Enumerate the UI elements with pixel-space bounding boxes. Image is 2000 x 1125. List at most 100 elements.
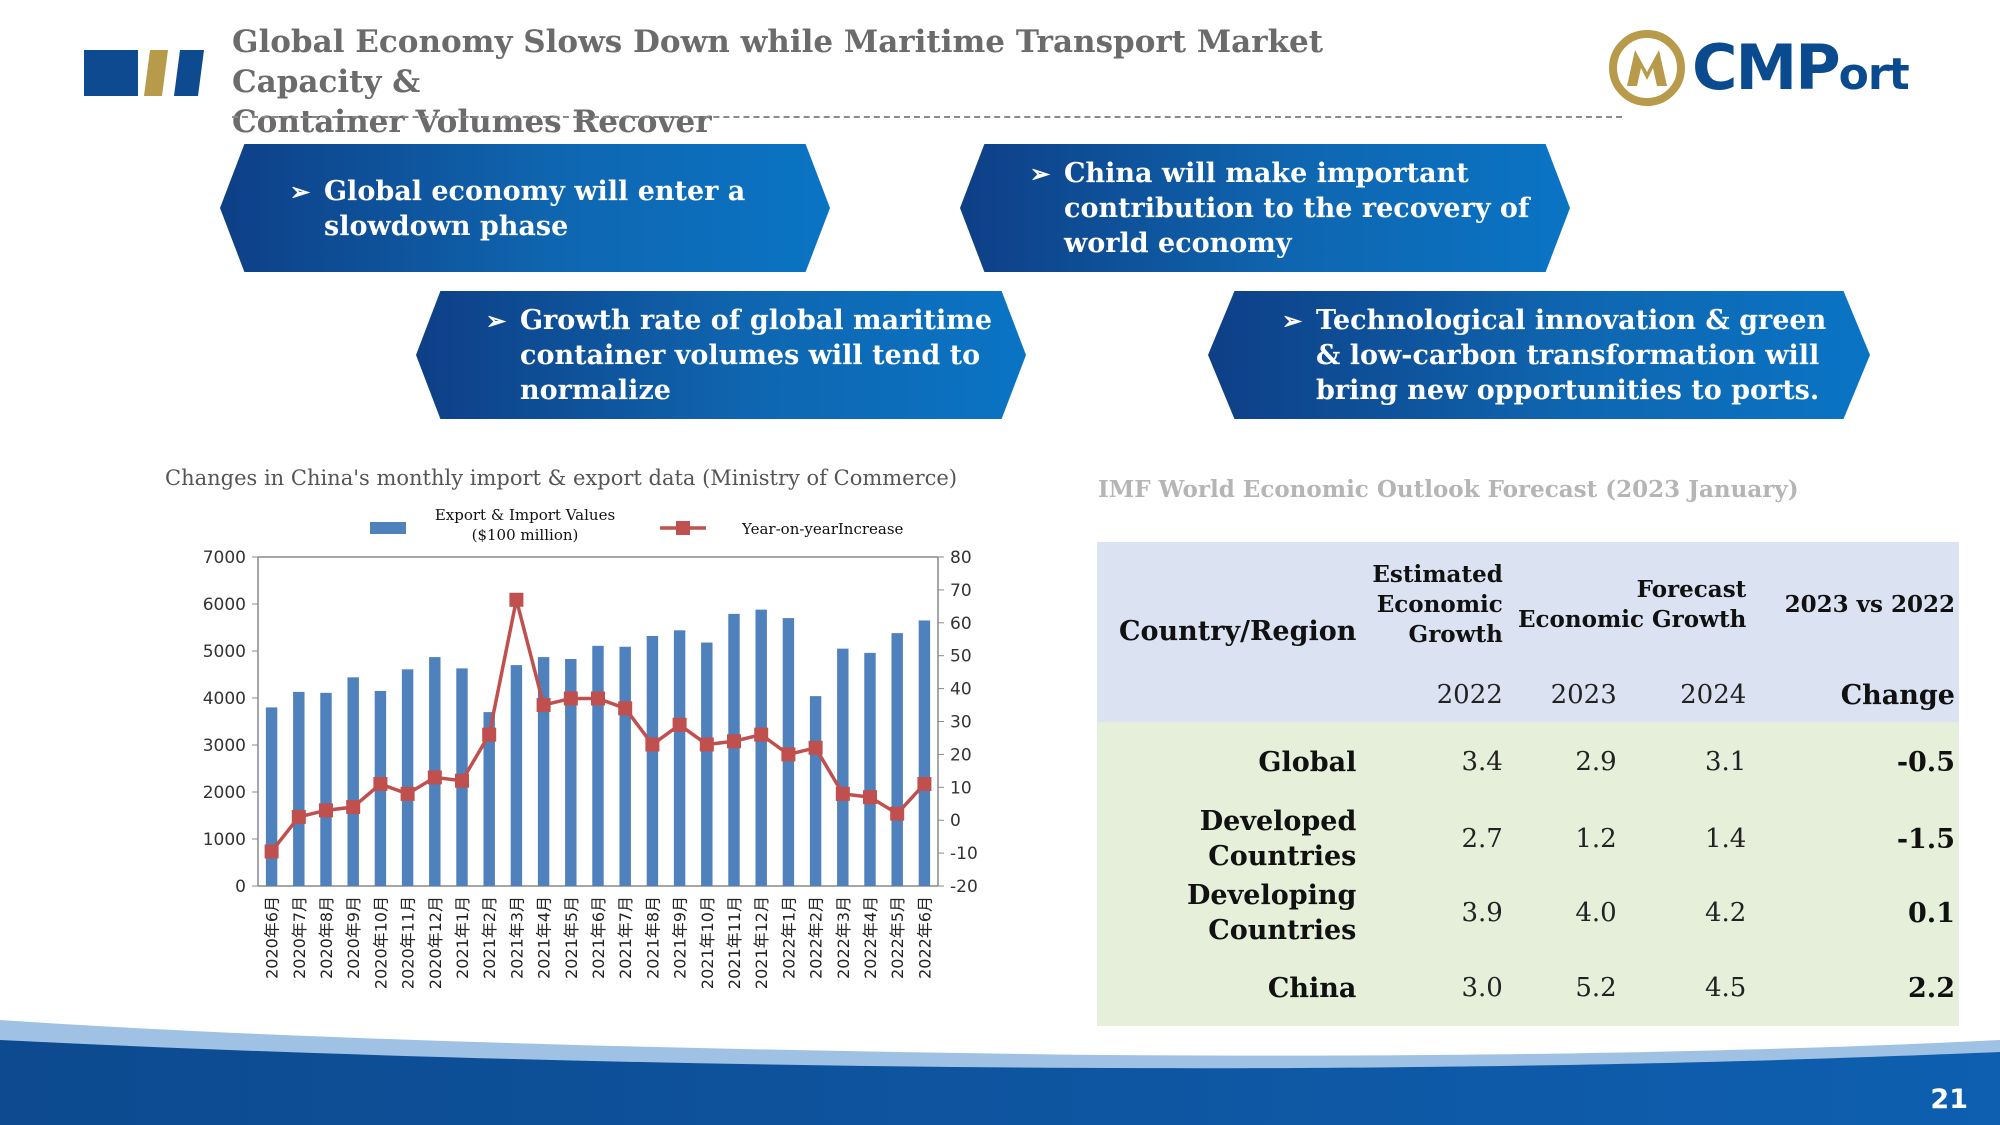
- cell-change: 2.2: [1908, 972, 1955, 1004]
- yoy-point: [373, 777, 388, 792]
- section-mark-icon: [84, 50, 204, 96]
- x-tick-label: 2021年8月: [643, 896, 662, 979]
- banner-container-volumes: ➢ Growth rate of global maritime contain…: [416, 291, 1026, 419]
- banner-global-economy: ➢ Global economy will enter a slowdown p…: [220, 144, 830, 272]
- y-left-tick-label: 0: [235, 877, 246, 897]
- x-tick-label: 2020年7月: [290, 896, 309, 979]
- y-right-tick-label: 20: [950, 745, 972, 765]
- x-tick-label: 2021年12月: [752, 896, 771, 989]
- cell-2023: 5.2: [1575, 973, 1617, 1003]
- cell-2023: 1.2: [1575, 824, 1617, 854]
- x-tick-label: 2021年9月: [671, 896, 690, 979]
- bar: [701, 642, 713, 886]
- y-right-tick-label: -20: [950, 877, 978, 897]
- y-right-tick-label: 70: [950, 581, 972, 601]
- cell-2022: 2.7: [1461, 824, 1503, 854]
- bullet-arrow-icon: ➢: [1030, 159, 1051, 188]
- bullet-arrow-icon: ➢: [486, 306, 507, 335]
- imf-forecast-table: Country/Region Estimated Economic Growth…: [1097, 542, 1959, 1026]
- cell-2022: 3.4: [1461, 747, 1503, 777]
- x-tick-label: 2022年5月: [888, 896, 907, 979]
- yoy-point: [699, 737, 714, 752]
- bar: [891, 633, 903, 886]
- x-tick-label: 2021年1月: [453, 896, 472, 979]
- brand-small: ort: [1838, 49, 1910, 100]
- yoy-point: [563, 691, 578, 706]
- banner-line: & low-carbon transformation will: [1316, 340, 1820, 371]
- legend-bar-label-line1: Export & Import Values: [435, 506, 615, 524]
- banner-line: Growth rate of global maritime: [520, 305, 993, 336]
- table-row: Developed Countries 2.7 1.2 1.4 -1.5: [1097, 802, 1959, 876]
- yoy-point: [400, 786, 415, 801]
- cell-2023: 4.0: [1575, 898, 1617, 928]
- table-row: China 3.0 5.2 4.5 2.2: [1097, 950, 1959, 1026]
- chart-title: Changes in China's monthly import & expo…: [165, 466, 958, 490]
- x-tick-label: 2021年3月: [507, 896, 526, 979]
- banner-line: Technological innovation & green: [1316, 305, 1827, 336]
- x-tick-label: 2022年4月: [861, 896, 880, 979]
- y-left-tick-label: 3000: [203, 736, 246, 756]
- row-region: Developing Countries: [1187, 880, 1357, 946]
- yoy-point: [808, 740, 823, 755]
- y-right-tick-label: 40: [950, 680, 972, 700]
- x-tick-label: 2021年2月: [480, 896, 499, 979]
- y-right-tick-label: 10: [950, 778, 972, 798]
- title-line-1: Global Economy Slows Down while Maritime…: [232, 24, 1324, 100]
- yoy-point: [291, 809, 306, 824]
- x-tick-label: 2022年6月: [915, 896, 934, 979]
- cell-change: -0.5: [1896, 746, 1955, 778]
- title-line-2: Container Volumes Recover: [232, 104, 712, 140]
- header-vs: 2023 vs 2022: [1784, 591, 1955, 618]
- cell-change: -1.5: [1896, 823, 1955, 855]
- bullet-arrow-icon: ➢: [290, 177, 311, 206]
- y-left-tick-label: 4000: [203, 689, 246, 709]
- bullet-arrow-icon: ➢: [1282, 306, 1303, 335]
- page-title: Global Economy Slows Down while Maritime…: [232, 22, 1412, 142]
- yoy-point: [754, 727, 769, 742]
- bar: [809, 696, 822, 886]
- y-right-tick-label: 50: [950, 647, 972, 667]
- x-tick-label: 2020年8月: [317, 896, 336, 979]
- yoy-point: [591, 691, 605, 706]
- yoy-point: [618, 701, 633, 716]
- banner-line: normalize: [520, 375, 671, 406]
- brand-main: CMP: [1692, 31, 1841, 104]
- y-left-tick-label: 7000: [203, 548, 246, 568]
- y-left-tick-label: 6000: [203, 595, 246, 615]
- banner-technological-innovation: ➢ Technological innovation & green & low…: [1208, 291, 1870, 419]
- yoy-point: [427, 770, 442, 785]
- page-number: 21: [1930, 1084, 1968, 1115]
- table-title: IMF World Economic Outlook Forecast (202…: [1098, 476, 1799, 503]
- bar: [918, 620, 931, 886]
- legend-line-marker: [676, 521, 690, 535]
- bar: [755, 609, 767, 886]
- y-left-tick-label: 5000: [203, 642, 246, 662]
- bar: [728, 613, 740, 886]
- x-tick-label: 2022年2月: [807, 896, 826, 979]
- bar: [320, 692, 332, 886]
- x-tick-label: 2021年5月: [562, 896, 581, 979]
- cell-2024: 4.2: [1704, 898, 1747, 928]
- bar: [293, 691, 305, 886]
- title-divider: [232, 116, 1622, 118]
- header-2023: 2023: [1550, 680, 1617, 710]
- x-tick-label: 2020年11月: [399, 896, 418, 989]
- y-left-tick-label: 2000: [203, 783, 246, 803]
- cell-2024: 1.4: [1704, 824, 1747, 854]
- bar: [401, 669, 414, 886]
- banner-line: slowdown phase: [324, 211, 569, 242]
- y-right-tick-label: 30: [950, 713, 972, 733]
- yoy-point: [727, 734, 741, 749]
- y-right-tick-label: -10: [950, 844, 978, 864]
- legend-bar-swatch: [370, 522, 406, 534]
- y-left-tick-label: 1000: [203, 830, 246, 850]
- bar: [592, 645, 604, 886]
- banner-line: China will make important: [1064, 158, 1469, 189]
- bar: [864, 652, 876, 886]
- cell-2023: 2.9: [1575, 747, 1617, 777]
- yoy-point: [509, 592, 524, 607]
- header-2024: 2024: [1680, 680, 1747, 710]
- cell-2022: 3.9: [1461, 898, 1503, 928]
- row-region: Developed Countries: [1199, 806, 1357, 872]
- banner-line: bring new opportunities to ports.: [1316, 375, 1820, 406]
